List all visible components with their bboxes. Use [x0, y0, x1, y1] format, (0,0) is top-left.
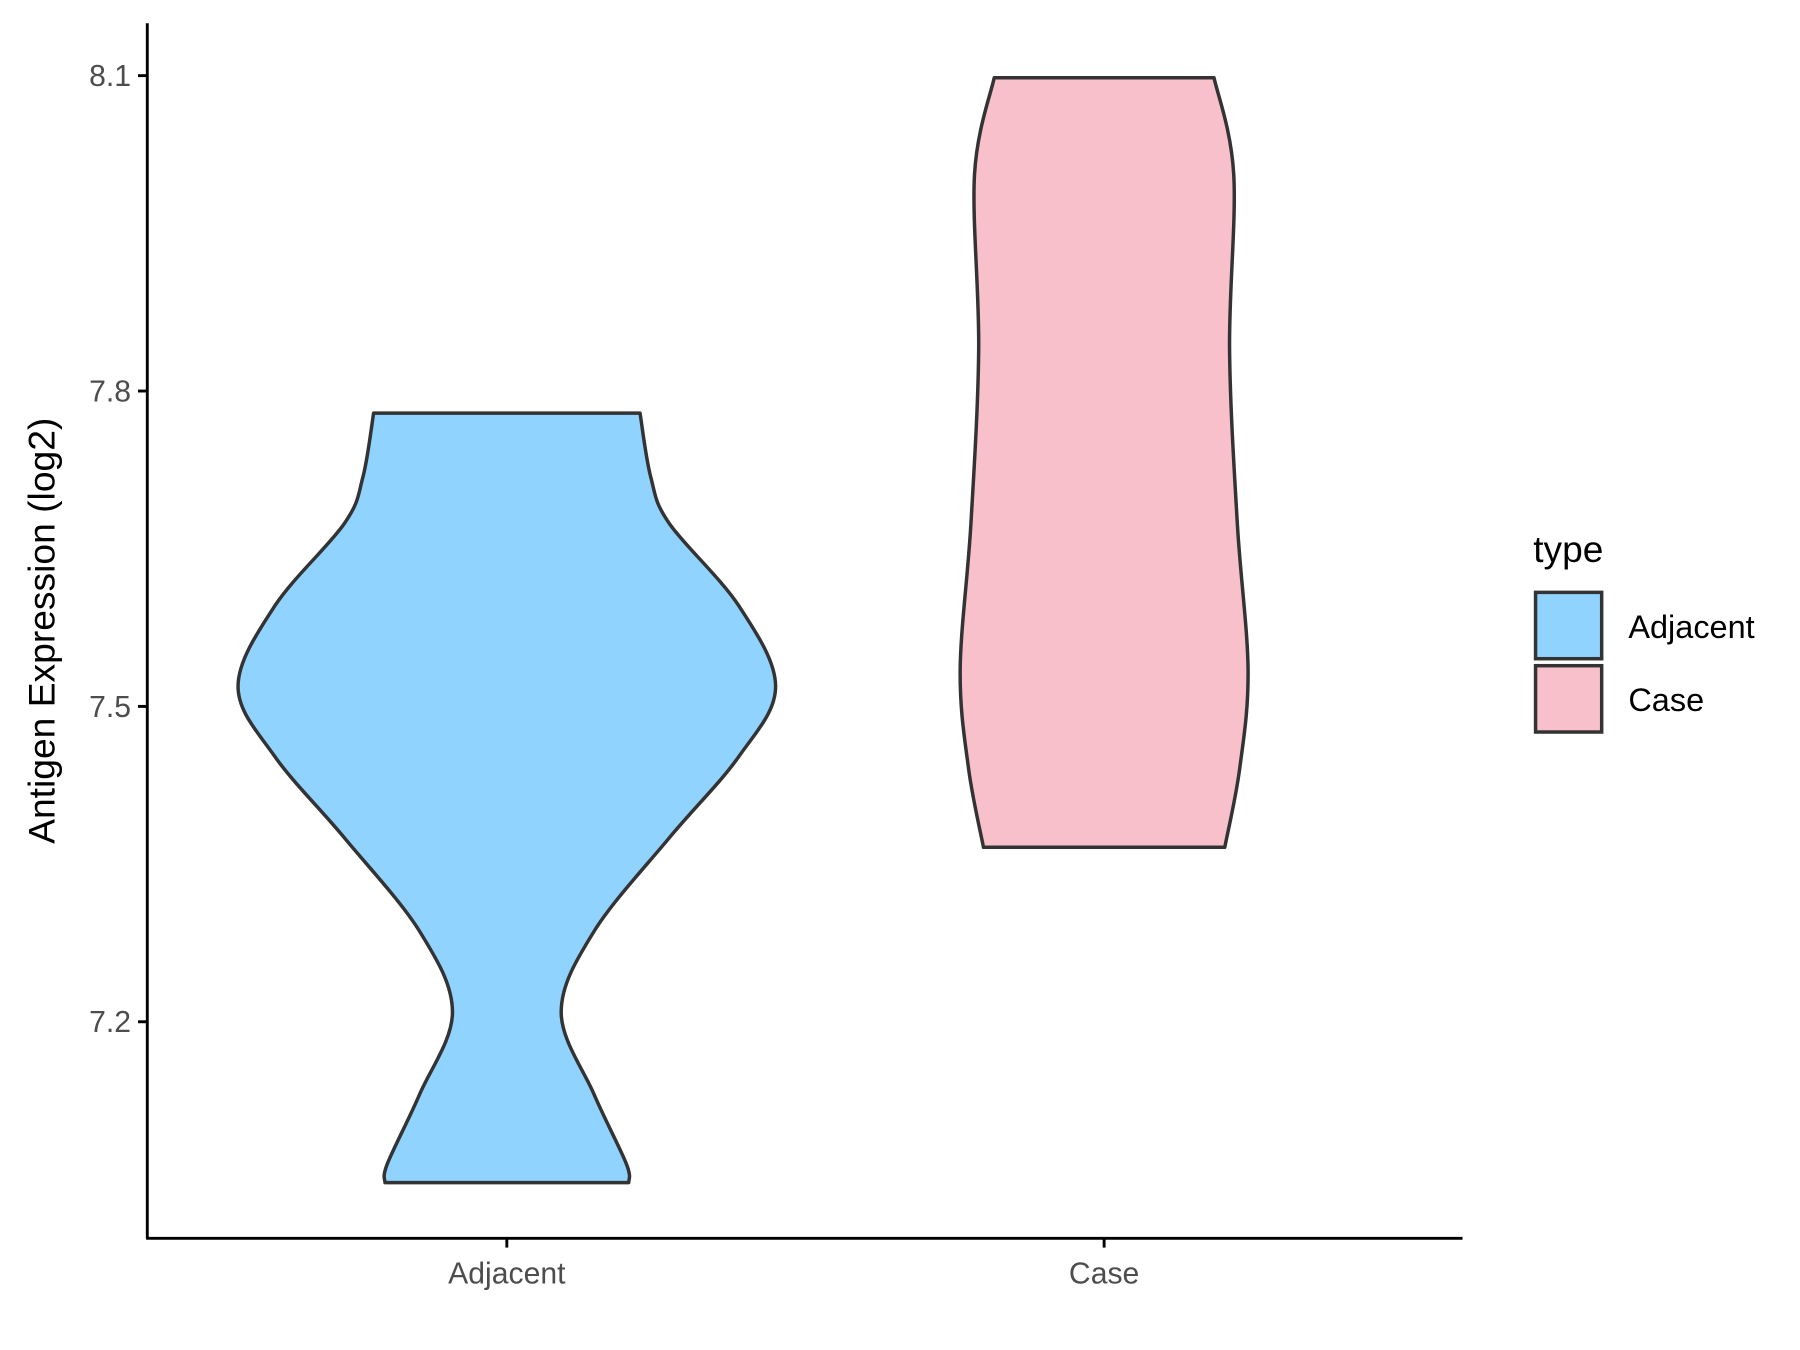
legend-swatch-adjacent: [1533, 590, 1604, 661]
x-tick-label: Case: [1069, 1258, 1139, 1291]
y-tick-label: 8.1: [89, 60, 131, 93]
legend-swatch-case: [1533, 663, 1604, 734]
violin-case: [958, 76, 1250, 850]
legend: type Adjacent Case: [1533, 528, 1755, 734]
y-tick-label: 7.2: [89, 1006, 131, 1039]
legend-label: Case: [1628, 682, 1704, 718]
y-tick-label: 7.5: [89, 691, 131, 724]
x-tick-label: Adjacent: [448, 1258, 566, 1291]
violin-adjacent: [236, 411, 778, 1185]
legend-label: Adjacent: [1628, 609, 1754, 645]
y-tick-label: 7.8: [89, 375, 131, 408]
legend-title: type: [1533, 528, 1603, 570]
y-axis-label: Antigen Expression (log2): [21, 418, 63, 844]
